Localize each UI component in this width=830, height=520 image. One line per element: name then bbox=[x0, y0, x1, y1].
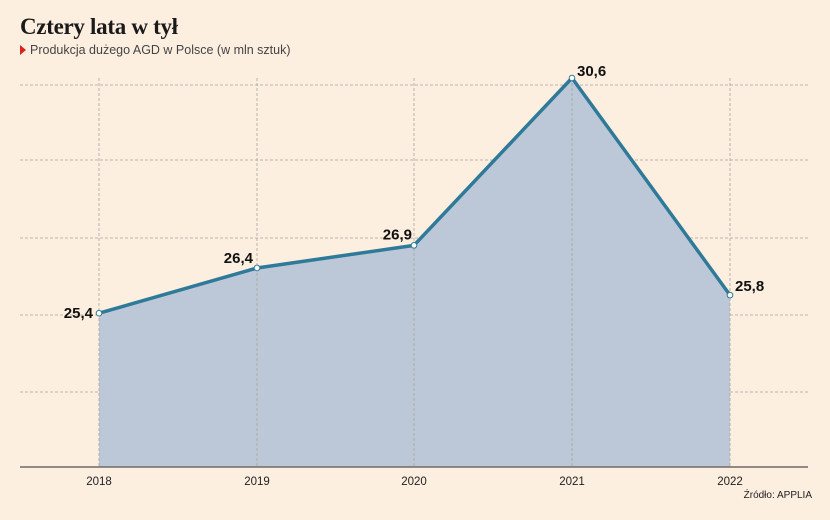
chart-title: Cztery lata w tył bbox=[20, 14, 178, 39]
chart-subtitle-text: Produkcja dużego AGD w Polsce (w mln szt… bbox=[30, 43, 291, 57]
chart-subtitle: Produkcja dużego AGD w Polsce (w mln szt… bbox=[20, 43, 291, 57]
x-tick-label-2018: 2018 bbox=[86, 476, 112, 488]
data-label-2021: 30,6 bbox=[577, 63, 606, 80]
data-point-2021 bbox=[568, 74, 576, 82]
area-fill bbox=[99, 78, 730, 467]
x-tick-label-2020: 2020 bbox=[401, 476, 427, 488]
data-label-2018: 25,4 bbox=[64, 305, 94, 322]
x-tick-label-2021: 2021 bbox=[559, 476, 585, 488]
x-tick-label-2022: 2022 bbox=[717, 476, 743, 488]
data-label-2020: 26,9 bbox=[383, 226, 412, 243]
triangle-marker-icon bbox=[20, 45, 26, 55]
data-point-2020 bbox=[410, 242, 418, 249]
data-point-2019 bbox=[253, 264, 261, 272]
data-point-2018 bbox=[95, 309, 103, 317]
data-point-2022 bbox=[726, 291, 734, 299]
data-label-2019: 26,4 bbox=[224, 250, 254, 267]
data-label-2022: 25,8 bbox=[735, 278, 764, 295]
x-tick-label-2019: 2019 bbox=[244, 476, 270, 488]
source-note: Źródło: APPLIA bbox=[743, 490, 812, 501]
